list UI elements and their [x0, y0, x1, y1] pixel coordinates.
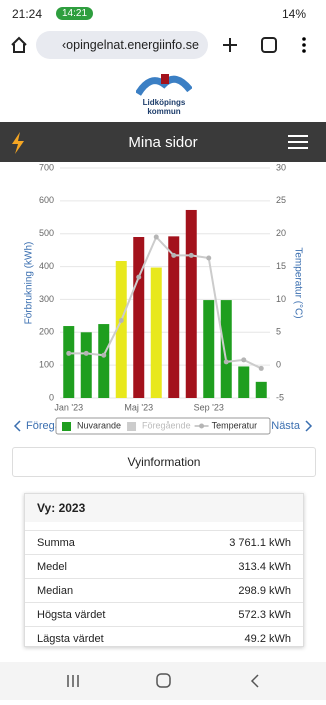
y-tick-label: 700	[39, 162, 54, 172]
y2-tick-label: 20	[276, 228, 286, 238]
y-tick-label: 300	[39, 294, 54, 304]
y-tick-label: 500	[39, 228, 54, 238]
header-title: Mina sidor	[128, 134, 198, 151]
call-chip: 14:21	[56, 7, 94, 20]
prev-chevron	[13, 420, 21, 432]
new-tab[interactable]	[222, 37, 238, 53]
info-value: 3 761.1 kWh	[229, 536, 291, 549]
legend-swatch	[62, 422, 71, 431]
y-tick-label: 200	[39, 327, 54, 337]
info-row: Lägsta värdet 49.2 kWh	[25, 626, 303, 650]
bar	[255, 381, 267, 398]
view-info-button[interactable]: Vyinformation	[12, 447, 316, 477]
legend-label[interactable]: Temperatur	[212, 420, 258, 430]
info-value: 49.2 kWh	[244, 632, 291, 645]
bolt	[12, 132, 24, 154]
logo-line: kommun	[147, 107, 181, 116]
temperature-point	[241, 357, 247, 363]
temperature-point	[136, 274, 142, 280]
temperature-point	[188, 252, 194, 258]
bar	[185, 209, 197, 398]
y2-tick-label: 15	[276, 261, 286, 271]
info-label: Median	[37, 584, 74, 597]
header: Mina sidor	[0, 122, 326, 162]
legend-swatch	[127, 422, 137, 431]
logo: Lidköpings kommun	[136, 70, 192, 120]
y-axis-title: Förbrukning (kWh)	[24, 242, 35, 325]
bar	[98, 324, 110, 398]
legend-label[interactable]: Nuvarande	[77, 420, 121, 430]
y2-tick-label: -5	[276, 392, 284, 402]
info-value: 572.3 kWh	[238, 608, 291, 621]
nav-bar	[0, 662, 326, 700]
info-row: Högsta värdet 572.3 kWh	[25, 602, 303, 626]
temperature-point	[223, 359, 229, 365]
bar	[80, 332, 92, 398]
y2-tick-label: 30	[276, 162, 286, 172]
hamburger[interactable]	[288, 135, 308, 149]
info-row: Medel 313.4 kWh	[25, 554, 303, 578]
x-tick-label: Maj '23	[124, 402, 153, 412]
bar	[115, 260, 127, 398]
y2-axis-title: Temperatur (°C)	[292, 247, 303, 318]
info-value: 298.9 kWh	[238, 584, 291, 597]
temperature-point	[258, 365, 264, 371]
logo-line: Lidköpings	[142, 98, 186, 107]
home-icon[interactable]	[10, 36, 28, 54]
temperature-line	[68, 235, 262, 370]
tabs[interactable]	[260, 36, 278, 54]
temperature-point	[118, 317, 124, 323]
bar	[238, 366, 250, 398]
time: 21:24	[12, 7, 43, 21]
x-tick-label: Sep '23	[194, 402, 224, 412]
info-row: Summa 3 761.1 kWh	[25, 530, 303, 554]
info-row: Median 298.9 kWh	[25, 578, 303, 602]
card-title: Vy: 2023	[25, 494, 303, 522]
chart: 0 100 200 300 400 500 600 700 -5 0 5 10 15 20 25 30 Förb…	[13, 162, 313, 435]
legend-box	[55, 417, 271, 435]
browser-bar: ‹opingelnat.energiinfo.se	[0, 28, 326, 62]
status-bar: 21:24 14:21 14%	[0, 0, 326, 28]
y2-tick-label: 25	[276, 195, 286, 205]
info-label: Högsta värdet	[37, 608, 106, 621]
temperature-point	[83, 350, 89, 356]
menu[interactable]	[300, 36, 308, 54]
info-label: Medel	[37, 560, 67, 573]
info-label: Lägsta värdet	[37, 632, 104, 645]
next-chevron	[305, 420, 313, 432]
info-value: 313.4 kWh	[238, 560, 291, 573]
temperature-point	[206, 255, 212, 261]
temperature-point	[171, 252, 177, 258]
y-tick-label: 400	[39, 261, 54, 271]
bar	[63, 326, 75, 398]
legend-label[interactable]: Föregående	[142, 420, 191, 430]
temperature-point	[153, 234, 159, 240]
bar	[203, 300, 215, 398]
battery: 14%	[282, 7, 307, 21]
temperature-point	[66, 350, 72, 356]
next-link[interactable]: Nästa	[271, 420, 301, 432]
bar	[168, 236, 180, 398]
info-card: Vy: 2023 Summa 3 761.1 kWh Medel 313.4 kWh M…	[24, 493, 304, 647]
y2-tick-label: 10	[276, 294, 286, 304]
bar	[133, 237, 145, 398]
y2-tick-label: 5	[276, 327, 281, 337]
y-tick-label: 100	[39, 360, 54, 370]
info-label: Summa	[37, 536, 75, 549]
legend-dot	[199, 423, 205, 429]
bar	[220, 300, 232, 398]
x-tick-label: Jan '23	[54, 402, 83, 412]
url-pill[interactable]: ‹opingelnat.energiinfo.se	[36, 31, 208, 59]
temperature-point	[101, 352, 107, 358]
y-tick-label: 0	[49, 392, 54, 402]
bar	[150, 267, 162, 398]
y2-tick-label: 0	[276, 360, 281, 370]
logo-text: Lidköpings kommun	[136, 98, 192, 116]
url: ‹opingelnat.energiinfo.se	[62, 38, 199, 52]
y-tick-label: 600	[39, 195, 54, 205]
